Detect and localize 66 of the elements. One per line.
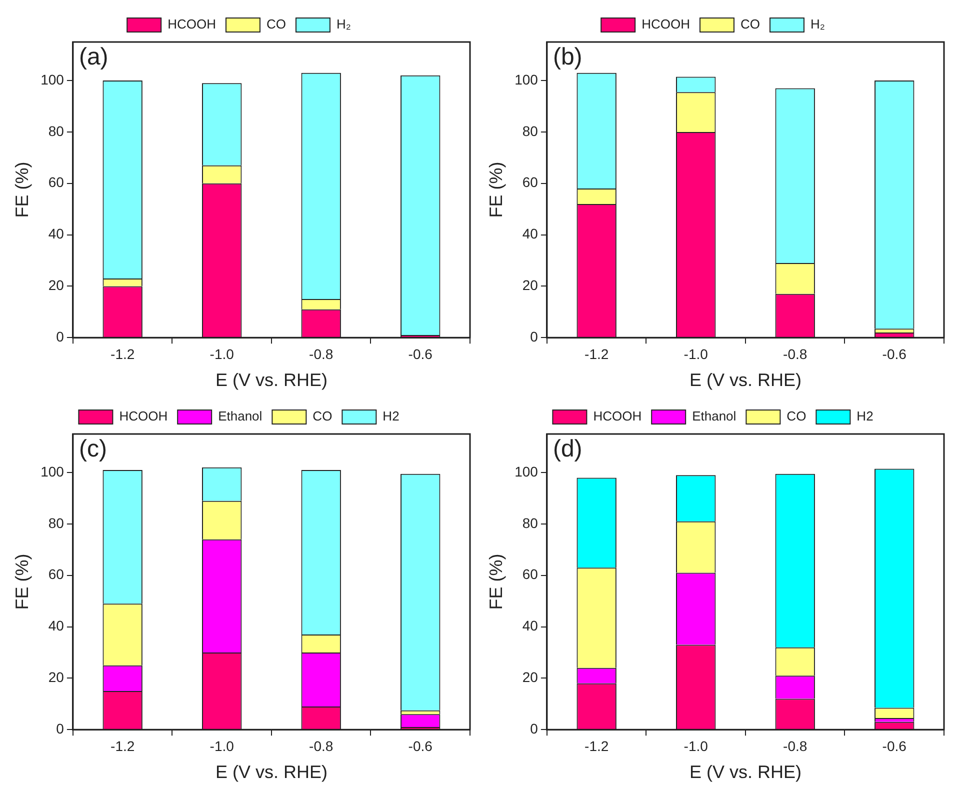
legend-label: H₂ — [336, 16, 351, 32]
y-tick-label: 100 — [40, 71, 64, 88]
x-axis-title: E (V vs. RHE) — [215, 762, 328, 782]
legend-label: HCOOH — [119, 408, 168, 424]
legend-label: HCOOH — [593, 408, 642, 424]
x-tick-label: -1.0 — [684, 738, 708, 754]
y-tick-label: 60 — [48, 174, 64, 190]
x-tick-label: -0.6 — [882, 346, 907, 362]
y-tick-label: 0 — [56, 720, 64, 736]
legend-label: CO — [740, 16, 760, 32]
x-tick-label: -1.2 — [584, 738, 609, 754]
x-tick-label: -0.6 — [408, 346, 433, 362]
y-tick-label: 80 — [522, 122, 538, 139]
y-axis-title: FE (%) — [486, 554, 506, 610]
y-tick-label: 100 — [514, 463, 538, 480]
y-axis-title: FE (%) — [12, 554, 32, 610]
y-tick-label: 0 — [530, 720, 538, 736]
x-axis-title: E (V vs. RHE) — [689, 370, 802, 390]
chart-title: (a) — [78, 44, 108, 71]
x-tick-label: -0.8 — [783, 346, 808, 362]
y-tick-label: 20 — [48, 277, 64, 294]
y-axis-title: FE (%) — [486, 162, 506, 218]
y-tick-label: 40 — [48, 226, 64, 242]
legend-label: CO — [266, 16, 286, 32]
legend-label: H2 — [382, 408, 400, 424]
y-tick-label: 80 — [48, 514, 64, 531]
legend-label: HCOOH — [642, 16, 690, 32]
y-tick-label: 100 — [514, 71, 538, 88]
y-tick-label: 60 — [522, 566, 538, 582]
y-tick-label: 60 — [48, 566, 64, 582]
y-tick-label: 0 — [56, 328, 64, 344]
y-tick-label: 40 — [48, 618, 64, 634]
legend-label: CO — [786, 408, 806, 424]
legend-label: HCOOH — [168, 16, 216, 32]
chart-title: (d) — [552, 436, 582, 463]
x-axis-title: E (V vs. RHE) — [215, 370, 328, 390]
x-tick-label: -0.6 — [882, 738, 907, 754]
legend-label: Ethanol — [218, 408, 262, 424]
legend-label: H₂ — [810, 16, 825, 32]
y-tick-label: 20 — [522, 669, 538, 686]
y-tick-label: 100 — [40, 463, 64, 480]
legend-label: CO — [312, 408, 332, 424]
chart-title: (c) — [78, 436, 107, 463]
x-tick-label: -0.6 — [408, 738, 433, 754]
y-tick-label: 80 — [48, 122, 64, 139]
y-tick-label: 80 — [522, 514, 538, 531]
x-tick-label: -1.2 — [110, 346, 135, 362]
x-tick-label: -0.8 — [309, 346, 334, 362]
legend-label: H2 — [856, 408, 874, 424]
x-tick-label: -1.0 — [210, 738, 234, 754]
x-tick-label: -1.2 — [584, 346, 609, 362]
x-tick-label: -0.8 — [783, 738, 808, 754]
legend-label: Ethanol — [692, 408, 736, 424]
x-tick-label: -1.0 — [684, 346, 708, 362]
x-tick-label: -0.8 — [309, 738, 334, 754]
x-axis-title: E (V vs. RHE) — [689, 762, 802, 782]
x-tick-label: -1.0 — [210, 346, 234, 362]
chart-title: (b) — [552, 44, 582, 71]
y-tick-label: 40 — [522, 618, 538, 634]
y-tick-label: 60 — [522, 174, 538, 190]
y-tick-label: 0 — [530, 328, 538, 344]
y-tick-label: 20 — [48, 669, 64, 686]
y-tick-label: 40 — [522, 226, 538, 242]
y-axis-title: FE (%) — [12, 162, 32, 218]
x-tick-label: -1.2 — [110, 738, 135, 754]
y-tick-label: 20 — [522, 277, 538, 294]
